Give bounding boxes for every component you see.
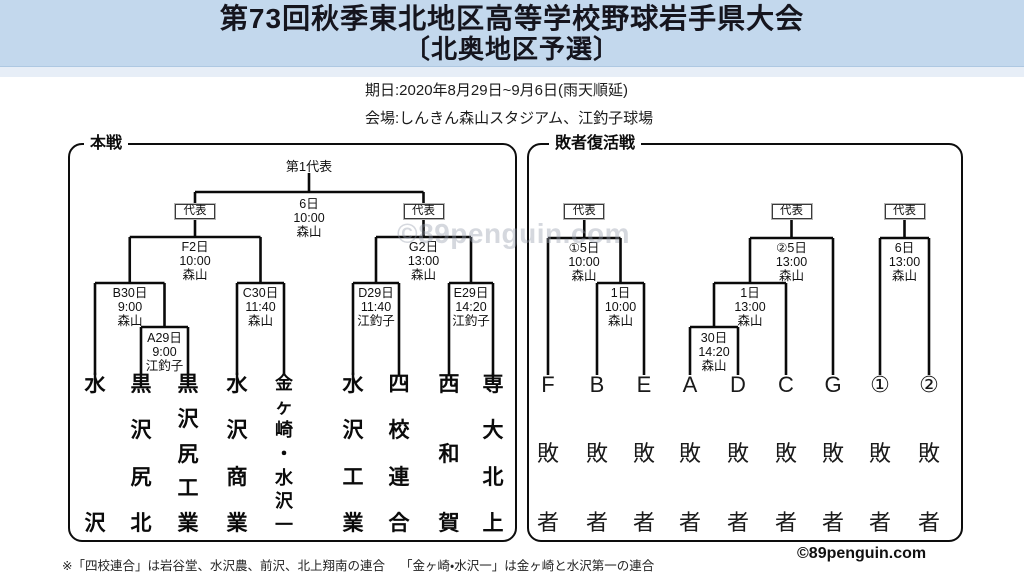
team-column-mizusawa-shogyo: 水沢商業	[226, 373, 248, 535]
game-time: 14:20	[455, 300, 487, 314]
game-venue: 森山	[607, 314, 633, 328]
game-date: A29日	[147, 331, 182, 345]
final-game-label: 6日 10:00 森山	[267, 197, 351, 239]
game-date: E29日	[453, 286, 489, 300]
representative-box-left: 代表	[174, 203, 216, 220]
consolation-round1-semi-label: 1日 10:00 森山	[579, 286, 663, 328]
footnote-kanegasaki: 「金ヶ崎・水沢一」は金ヶ崎と水沢第一の連合	[400, 559, 655, 573]
consolation-round3-final-label: 6日 13:00 森山	[863, 241, 947, 283]
page-title: 第73回秋季東北地区高等学校野球岩手県大会	[219, 3, 805, 34]
game-venue: 森山	[701, 359, 727, 373]
team-column-nishiwaga: 西和賀	[438, 373, 460, 535]
game-venue: 森山	[737, 314, 763, 328]
game-venue: 森山	[117, 314, 143, 328]
game-f-label: F2日 10:00 森山	[153, 240, 237, 282]
game-venue: 森山	[410, 268, 436, 282]
title-band: 第73回秋季東北地区高等学校野球岩手県大会 〔北奥地区予選〕	[0, 0, 1024, 67]
game-g-label: G2日 13:00 森山	[382, 240, 466, 282]
tournament-venues: 会場:しんきん森山スタジアム、江釣子球場	[365, 110, 654, 127]
game-c-label: C30日 11:40 森山	[219, 286, 303, 328]
team-column-sendai-kitakami: 専大北上	[482, 373, 504, 535]
team-column-mizusawa: 水沢	[84, 373, 106, 535]
game-date: D29日	[358, 286, 394, 300]
game-date: B30日	[112, 286, 148, 300]
game-venue: 江釣子	[452, 314, 490, 328]
game-time: 9:00	[117, 300, 143, 314]
team-column-mizusawa-kogyo: 水沢工業	[342, 373, 364, 535]
game-date: G2日	[408, 240, 439, 254]
game-time: 10:00	[293, 211, 325, 225]
game-time: 13:00	[734, 300, 766, 314]
game-e-label: E29日 14:20 江釣子	[429, 286, 513, 328]
game-venue: 森山	[296, 225, 322, 239]
consolation-bracket-panel: 敗者復活戦	[527, 134, 963, 542]
game-date: F2日	[181, 240, 209, 254]
game-time: 9:00	[152, 345, 177, 359]
consolation-bracket-title: 敗者復活戦	[549, 134, 642, 154]
team-column-kanegasaki-mizusawa1: 金ヶ崎・水沢一	[275, 373, 293, 535]
game-date: 6日	[894, 241, 915, 255]
consolation-round2-first-label: 30日 14:20 森山	[672, 331, 756, 373]
game-time: 11:40	[245, 300, 276, 314]
consolation-round2-final-label: ②5日 13:00 森山	[750, 241, 834, 283]
representative-box-consolation-2: 代表	[770, 203, 813, 220]
game-venue: 江釣子	[357, 314, 395, 328]
game-date: 30日	[700, 331, 728, 345]
representative-box-consolation-1: 代表	[563, 203, 606, 220]
copyright-credit: ©89penguin.com	[797, 545, 927, 562]
champion-slot-label: 第1代表	[285, 159, 333, 174]
game-date: ②5日	[776, 241, 807, 255]
game-date: ①5日	[568, 241, 600, 255]
game-venue: 江釣子	[145, 359, 184, 373]
game-venue: 森山	[182, 268, 208, 282]
representative-box-right: 代表	[402, 203, 445, 220]
game-d-label: D29日 11:40 江釣子	[334, 286, 418, 328]
game-time: 11:40	[360, 300, 392, 314]
game-venue: 森山	[571, 269, 597, 283]
game-venue: 森山	[891, 269, 917, 283]
game-time: 14:20	[698, 345, 730, 359]
game-time: 10:00	[604, 300, 637, 314]
game-time: 13:00	[407, 254, 440, 268]
footnote-yonko-rengo: ※「四校連合」は岩谷堂、水沢農、前沢、北上翔南の連合	[62, 559, 385, 573]
game-time: 13:00	[775, 255, 808, 269]
representative-box-consolation-3: 代表	[883, 203, 926, 220]
tournament-dates: 期日:2020年8月29日~9月6日(雨天順延)	[365, 82, 628, 99]
game-a-label: A29日 9:00 江釣子	[123, 331, 207, 373]
team-column-kurosawajiri-kogyo: 黒沢尻工業	[177, 373, 199, 535]
game-time: 10:00	[179, 254, 211, 268]
team-column-kurosawajiri-kita: 黒沢尻北	[130, 373, 152, 535]
game-date: 1日	[610, 286, 631, 300]
main-bracket-panel: 本戦	[68, 134, 517, 542]
game-b-label: B30日 9:00 森山	[88, 286, 172, 328]
game-venue: 森山	[247, 314, 273, 328]
team-column-yonko-rengo: 四校連合	[388, 373, 410, 535]
game-time: 13:00	[888, 255, 921, 269]
title-band-strip	[0, 67, 1024, 77]
game-date: 6日	[299, 197, 319, 211]
game-time: 10:00	[568, 255, 600, 269]
consolation-round1-final-label: ①5日 10:00 森山	[542, 241, 626, 283]
game-date: C30日	[242, 286, 279, 300]
game-date: 1日	[740, 286, 760, 300]
page-subtitle: 〔北奥地区予選〕	[403, 34, 620, 64]
main-bracket-title: 本戦	[84, 134, 129, 154]
game-venue: 森山	[778, 269, 804, 283]
consolation-round2-semi-label: 1日 13:00 森山	[708, 286, 792, 328]
